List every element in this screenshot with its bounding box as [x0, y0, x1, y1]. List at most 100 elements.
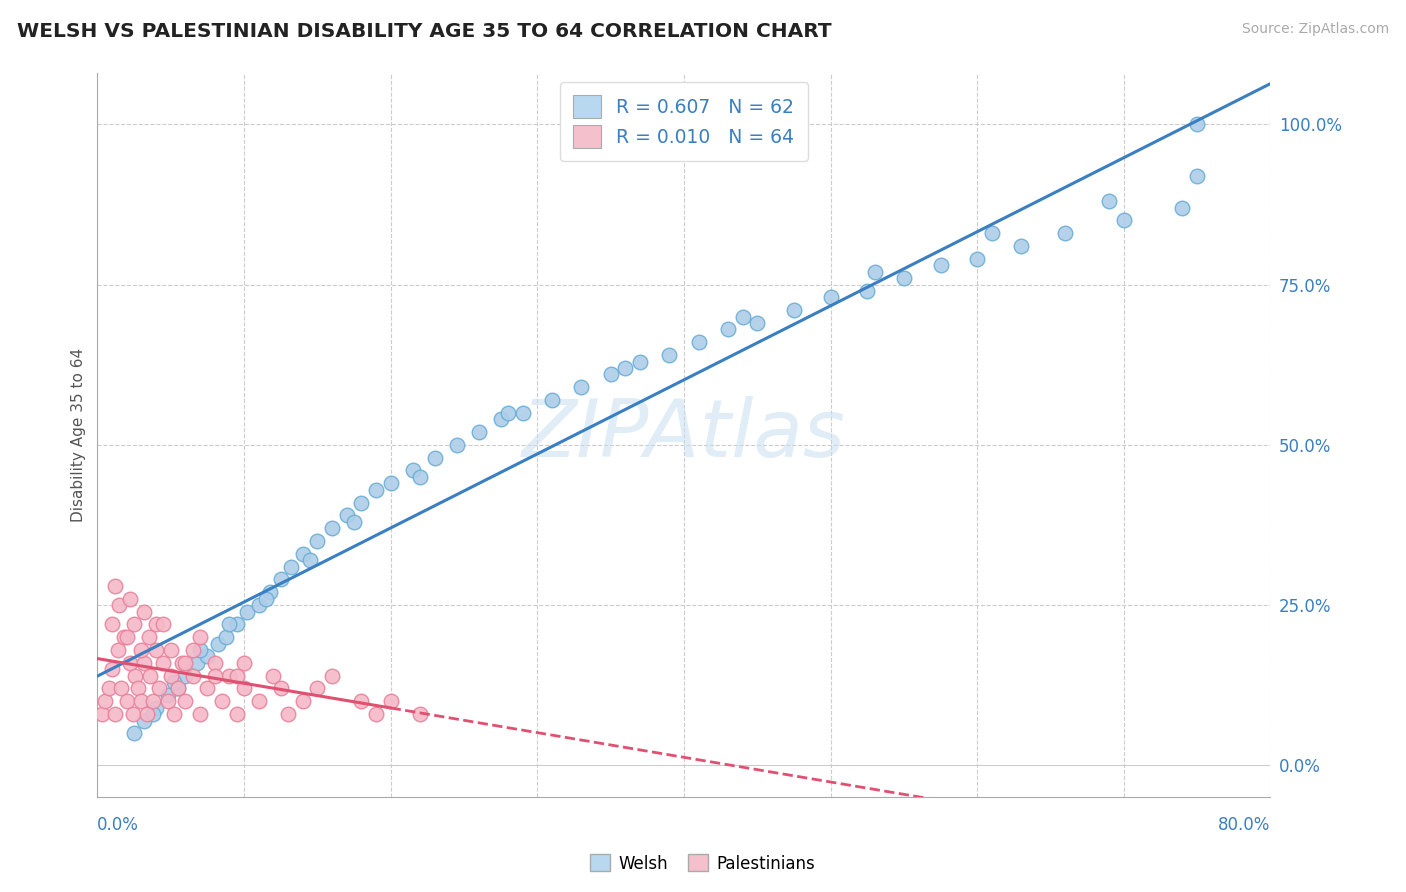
- Point: [277, 707, 299, 722]
- Point: [122, 726, 145, 740]
- Y-axis label: Disability Age 35 to 64: Disability Age 35 to 64: [72, 348, 86, 523]
- Point: [364, 707, 387, 722]
- Point: [820, 290, 842, 304]
- Point: [614, 360, 637, 375]
- Point: [446, 438, 468, 452]
- Point: [167, 681, 190, 696]
- Point: [131, 643, 153, 657]
- Text: 80.0%: 80.0%: [1218, 816, 1271, 834]
- Point: [142, 707, 165, 722]
- Point: [270, 573, 292, 587]
- Point: [291, 694, 314, 708]
- Point: [174, 668, 197, 682]
- Point: [658, 348, 681, 362]
- Point: [124, 668, 146, 682]
- Point: [142, 694, 165, 708]
- Point: [541, 392, 564, 407]
- Point: [350, 495, 373, 509]
- Point: [174, 656, 197, 670]
- Point: [186, 656, 208, 670]
- Point: [162, 707, 184, 722]
- Point: [136, 707, 159, 722]
- Point: [254, 591, 277, 606]
- Point: [93, 694, 115, 708]
- Point: [298, 553, 321, 567]
- Point: [1185, 117, 1208, 131]
- Point: [188, 630, 211, 644]
- Point: [145, 617, 167, 632]
- Point: [307, 681, 329, 696]
- Point: [159, 643, 181, 657]
- Text: 0.0%: 0.0%: [97, 816, 139, 834]
- Point: [138, 630, 160, 644]
- Point: [225, 668, 247, 682]
- Point: [731, 310, 754, 324]
- Point: [489, 412, 512, 426]
- Point: [599, 368, 621, 382]
- Point: [145, 700, 167, 714]
- Point: [409, 470, 432, 484]
- Point: [350, 694, 373, 708]
- Point: [162, 675, 184, 690]
- Point: [127, 681, 149, 696]
- Point: [307, 534, 329, 549]
- Point: [174, 694, 197, 708]
- Text: ZIPAtlas: ZIPAtlas: [522, 396, 846, 475]
- Point: [195, 649, 218, 664]
- Point: [225, 707, 247, 722]
- Point: [270, 681, 292, 696]
- Point: [152, 656, 174, 670]
- Point: [218, 668, 240, 682]
- Point: [1054, 227, 1077, 241]
- Point: [380, 476, 402, 491]
- Point: [134, 656, 156, 670]
- Point: [181, 668, 204, 682]
- Point: [110, 681, 132, 696]
- Point: [118, 656, 141, 670]
- Point: [112, 630, 135, 644]
- Legend: Welsh, Palestinians: Welsh, Palestinians: [583, 847, 823, 880]
- Point: [122, 617, 145, 632]
- Point: [262, 668, 284, 682]
- Point: [167, 681, 190, 696]
- Point: [1112, 213, 1135, 227]
- Point: [204, 656, 226, 670]
- Point: [207, 637, 229, 651]
- Point: [280, 559, 302, 574]
- Point: [380, 694, 402, 708]
- Point: [343, 515, 366, 529]
- Point: [236, 605, 259, 619]
- Point: [104, 707, 127, 722]
- Point: [225, 617, 247, 632]
- Point: [118, 591, 141, 606]
- Point: [233, 656, 256, 670]
- Point: [98, 681, 121, 696]
- Point: [259, 585, 281, 599]
- Point: [233, 681, 256, 696]
- Point: [145, 643, 167, 657]
- Point: [204, 668, 226, 682]
- Point: [218, 617, 240, 632]
- Point: [215, 630, 238, 644]
- Text: Source: ZipAtlas.com: Source: ZipAtlas.com: [1241, 22, 1389, 37]
- Point: [188, 643, 211, 657]
- Point: [101, 662, 124, 676]
- Point: [467, 425, 489, 439]
- Point: [291, 547, 314, 561]
- Point: [321, 521, 343, 535]
- Point: [181, 643, 204, 657]
- Point: [134, 714, 156, 728]
- Point: [569, 380, 592, 394]
- Point: [1098, 194, 1121, 209]
- Point: [423, 450, 446, 465]
- Point: [929, 258, 952, 272]
- Point: [856, 284, 879, 298]
- Point: [1185, 169, 1208, 183]
- Legend: R = 0.607   N = 62, R = 0.010   N = 64: R = 0.607 N = 62, R = 0.010 N = 64: [560, 82, 807, 161]
- Point: [148, 681, 170, 696]
- Point: [121, 707, 143, 722]
- Point: [156, 694, 179, 708]
- Point: [893, 271, 915, 285]
- Point: [188, 707, 211, 722]
- Point: [1010, 239, 1032, 253]
